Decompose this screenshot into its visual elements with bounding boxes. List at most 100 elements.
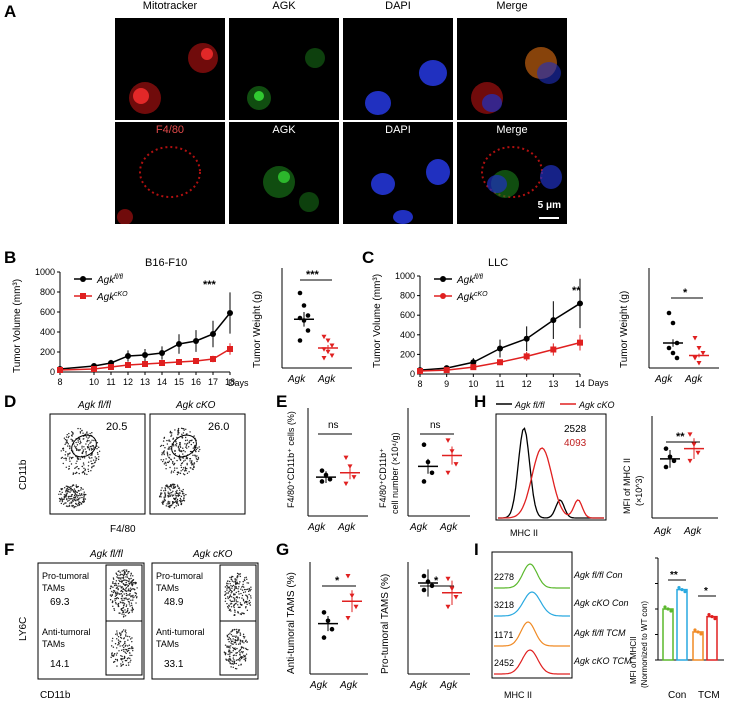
d-event xyxy=(79,428,82,430)
d-event xyxy=(198,450,200,452)
d-event xyxy=(184,459,186,461)
d-event xyxy=(189,450,192,453)
d-event xyxy=(77,427,79,430)
f-event xyxy=(235,659,238,661)
d-event xyxy=(79,494,81,497)
f-event xyxy=(132,597,134,599)
d-event xyxy=(185,443,188,445)
f-event xyxy=(127,584,130,587)
d-event xyxy=(195,448,198,451)
d-event xyxy=(70,434,73,437)
e-left-group1: Agk xyxy=(307,522,326,533)
d-event xyxy=(76,494,78,496)
c-point xyxy=(577,300,583,307)
d-event xyxy=(62,447,65,450)
f-event xyxy=(246,598,249,600)
panel-e-right-ylabel1: F4/80⁺CD11b⁺ xyxy=(378,448,388,508)
f-event xyxy=(234,593,236,595)
d-event xyxy=(172,471,175,473)
f-event xyxy=(233,654,235,656)
d-event xyxy=(76,496,79,498)
i-bar xyxy=(662,608,674,661)
f-event xyxy=(136,587,138,589)
f-event xyxy=(226,592,228,594)
d-event xyxy=(92,459,95,461)
d-event xyxy=(178,454,181,457)
f-event xyxy=(230,639,232,641)
f-event xyxy=(248,599,251,602)
d-event xyxy=(90,449,93,451)
f-event xyxy=(116,652,118,654)
d-event xyxy=(180,495,183,498)
f-event xyxy=(240,651,243,653)
f-event xyxy=(115,584,117,587)
d-event xyxy=(95,459,97,462)
f-event xyxy=(121,591,124,593)
d-event xyxy=(98,446,100,449)
d-event xyxy=(190,467,192,469)
f-event xyxy=(122,607,125,609)
f-event xyxy=(116,634,119,636)
d-event xyxy=(69,446,71,448)
c-point xyxy=(470,364,477,371)
d-event xyxy=(175,441,177,443)
f-event xyxy=(234,638,236,641)
f-event xyxy=(113,609,116,611)
d-event xyxy=(168,502,171,505)
f-event xyxy=(122,611,124,614)
d-event xyxy=(76,460,78,462)
f-event xyxy=(238,586,240,588)
f-event xyxy=(123,613,125,615)
panel-i-val-2: 3218 xyxy=(494,600,514,610)
f-event xyxy=(128,652,131,654)
d-event xyxy=(93,446,95,448)
d-event xyxy=(176,467,178,469)
d-event xyxy=(175,491,177,493)
f-event xyxy=(226,589,228,591)
f-event xyxy=(120,590,122,593)
f-event xyxy=(246,582,248,584)
d-event xyxy=(61,491,63,494)
f-event xyxy=(119,571,121,574)
d-event xyxy=(160,492,162,494)
f-event xyxy=(231,630,233,632)
f-event xyxy=(118,643,120,645)
f-event xyxy=(117,574,119,576)
d-event xyxy=(178,448,180,450)
c-xtick: 12 xyxy=(522,379,532,388)
f-event xyxy=(112,646,115,648)
b-point xyxy=(193,338,199,344)
f-event xyxy=(228,580,231,583)
d-event xyxy=(84,473,86,475)
f-event xyxy=(112,655,114,658)
d-event xyxy=(188,441,191,444)
panel-i-charts: 2278 3218 1171 2452 Agk fl/fl Con Agk cK… xyxy=(491,551,724,701)
d-event xyxy=(169,485,171,488)
b-point xyxy=(125,353,131,359)
d-event xyxy=(187,446,190,448)
c-xtick: 11 xyxy=(495,379,504,388)
panel-label-i: I xyxy=(474,540,479,559)
panel-e-right-sig: ns xyxy=(430,420,441,431)
f-event xyxy=(122,663,124,666)
d-event xyxy=(97,453,99,456)
d-event xyxy=(69,502,71,504)
f-event xyxy=(227,580,229,582)
b-point xyxy=(142,361,148,367)
panel-d-xlabel: F4/80 xyxy=(110,524,136,535)
d-event xyxy=(87,444,90,446)
d-event xyxy=(193,435,195,437)
d-event xyxy=(165,505,167,507)
f-event xyxy=(244,579,246,582)
gr-dot xyxy=(421,587,427,593)
h-dot xyxy=(663,446,669,451)
d-event xyxy=(167,491,169,493)
er-dot xyxy=(453,462,459,467)
f-event xyxy=(234,580,237,582)
f-event xyxy=(112,605,114,608)
d-event xyxy=(66,492,68,494)
d-event xyxy=(177,430,179,432)
d-event xyxy=(174,450,176,453)
d-event xyxy=(89,442,91,444)
b-xtick: 13 xyxy=(140,377,150,387)
